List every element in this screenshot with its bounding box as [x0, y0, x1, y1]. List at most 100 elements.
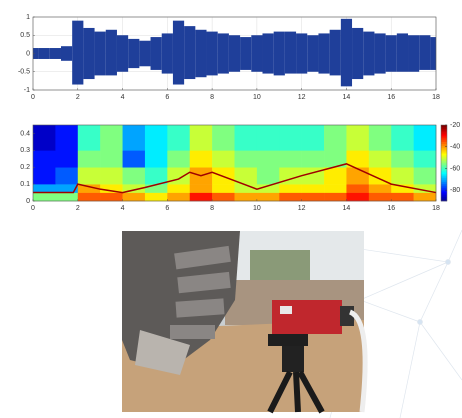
waveform-bar [50, 48, 61, 59]
heatmap-cell [257, 150, 280, 167]
waveform-bar [296, 33, 307, 73]
heatmap-cell [369, 125, 392, 151]
waveform-bar [184, 26, 195, 79]
heatmap-cell [78, 167, 101, 184]
heatmap-cell [257, 167, 280, 184]
colorbar-segment [441, 176, 447, 178]
colorbar-segment [441, 159, 447, 161]
heatmap-cell [235, 193, 258, 202]
heatmap-cell [391, 167, 414, 184]
heatmap-cell [78, 125, 101, 151]
waveform-bar [218, 33, 229, 73]
heatmap-cell [279, 125, 302, 151]
x-tick-label: 10 [253, 205, 261, 212]
heatmap-cell [33, 193, 56, 202]
heatmap-cell [279, 150, 302, 167]
colorbar: -20-40-60-80 [441, 122, 460, 201]
heatmap-cell [324, 184, 347, 193]
chart: -20-40-60-80 024681012141618-1-0.500.510… [0, 0, 462, 418]
heatmap-cell [167, 193, 190, 202]
colorbar-segment [441, 186, 447, 188]
colorbar-segment [441, 173, 447, 175]
x-tick-label: 16 [387, 94, 395, 101]
heatmap-cell [167, 184, 190, 193]
waveform-bar [430, 37, 436, 70]
heatmap-cell [346, 193, 369, 202]
heatmap-cell [212, 184, 235, 193]
x-tick-label: 2 [76, 94, 80, 101]
heatmap-cell [235, 125, 258, 151]
heatmap-cell [100, 150, 123, 167]
waveform-bar [151, 37, 162, 70]
waveform-bar [374, 33, 385, 73]
colorbar-tick-label: -40 [450, 144, 460, 151]
waveform-bar [139, 41, 150, 67]
colorbar-segment [441, 192, 447, 194]
x-tick-label: 6 [165, 205, 169, 212]
colorbar-segment [441, 150, 447, 152]
heatmap-cell [324, 167, 347, 184]
colorbar-segment [441, 180, 447, 182]
colorbar-segment [441, 144, 447, 146]
colorbar-segment [441, 148, 447, 150]
waveform-bar [251, 35, 262, 72]
colorbar-segment [441, 178, 447, 180]
waveform-bar [61, 46, 72, 61]
x-tick-label: 8 [210, 94, 214, 101]
heatmap-cell [100, 125, 123, 151]
heatmap-cell [302, 193, 325, 202]
heatmap-cell [145, 125, 168, 151]
heatmap-cell [123, 150, 146, 167]
colorbar-segment [441, 197, 447, 199]
colorbar-segment [441, 157, 447, 159]
heatmap-cell [190, 193, 213, 202]
heatmap-cell [145, 193, 168, 202]
waveform-bar [162, 33, 173, 73]
heatmap-cell [33, 184, 56, 193]
y-tick-label: 0 [26, 198, 30, 205]
colorbar-segment [441, 165, 447, 167]
heatmap-cell [369, 193, 392, 202]
colorbar-segment [441, 193, 447, 195]
waveform-bar [117, 35, 128, 72]
waveform-bar [95, 32, 106, 76]
heatmap-cell [145, 150, 168, 167]
heatmap-cell [257, 193, 280, 202]
waveform-bar [72, 21, 83, 85]
colorbar-segment [441, 146, 447, 148]
heatmap-cell [167, 150, 190, 167]
heatmap-cell [78, 150, 101, 167]
waveform-bar [397, 33, 408, 71]
waveform-bar [419, 35, 430, 70]
colorbar-segment [441, 125, 447, 127]
colorbar-segment [441, 131, 447, 133]
colorbar-segment [441, 195, 447, 197]
colorbar-segment [441, 135, 447, 137]
heatmap-cell [414, 193, 437, 202]
colorbar-segment [441, 188, 447, 190]
figure: -20-40-60-80 024681012141618-1-0.500.510… [0, 0, 462, 418]
colorbar-segment [441, 184, 447, 186]
heatmap-cell [302, 150, 325, 167]
x-tick-label: 12 [298, 205, 306, 212]
heatmap-cell [302, 184, 325, 193]
waveform-bar [128, 39, 139, 68]
colorbar-segment [441, 174, 447, 176]
colorbar-segment [441, 142, 447, 144]
heatmap-cell [414, 150, 437, 167]
x-tick-label: 0 [31, 94, 35, 101]
waveform-bar [229, 35, 240, 72]
colorbar-segment [441, 182, 447, 184]
colorbar-tick-label: -20 [450, 122, 460, 129]
heatmap-cell [346, 184, 369, 193]
heatmap-cell [167, 125, 190, 151]
waveform-bar [274, 32, 285, 76]
x-tick-label: 2 [76, 205, 80, 212]
colorbar-segment [441, 163, 447, 165]
x-tick-label: 12 [298, 94, 306, 101]
waveform-bar [307, 35, 318, 72]
waveform-bar [408, 35, 419, 72]
colorbar-segment [441, 161, 447, 163]
colorbar-segment [441, 136, 447, 138]
colorbar-segment [441, 155, 447, 157]
